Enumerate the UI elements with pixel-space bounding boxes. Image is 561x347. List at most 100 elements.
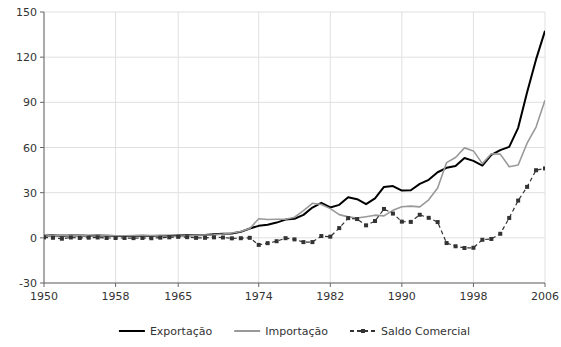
y-tick-label: 120 — [16, 51, 37, 64]
y-axis-line — [44, 12, 45, 283]
legend: Exportação Importação Saldo Comercial — [119, 325, 470, 338]
legend-swatch — [234, 330, 260, 332]
series-marker — [284, 236, 288, 240]
series-marker — [319, 234, 323, 238]
series-marker — [123, 236, 127, 240]
series-marker — [221, 235, 225, 239]
series-marker — [310, 240, 314, 244]
x-grid-line — [330, 12, 331, 283]
x-tick — [178, 283, 179, 287]
legend-label: Importação — [265, 325, 328, 338]
y-tick-label: 0 — [30, 232, 37, 245]
series-marker — [409, 220, 413, 224]
y-tick-label: 90 — [23, 96, 37, 109]
series-marker — [418, 213, 422, 217]
x-grid-line — [178, 12, 179, 283]
series-marker — [391, 212, 395, 216]
series-marker — [525, 185, 529, 189]
chart: -300306090120150195019581965197419821990… — [0, 0, 561, 347]
y-grid-line — [44, 147, 545, 148]
series-marker — [51, 236, 55, 240]
series-marker — [44, 235, 46, 239]
x-grid-line — [258, 12, 259, 283]
series-marker — [346, 216, 350, 220]
series-marker — [105, 236, 109, 240]
series-marker — [534, 168, 538, 172]
x-tick — [258, 283, 259, 287]
x-tick — [115, 283, 116, 287]
y-grid-line — [44, 57, 545, 58]
x-tick — [44, 283, 45, 287]
x-tick-label: 1950 — [30, 290, 58, 303]
series-marker — [275, 239, 279, 243]
series-marker — [382, 207, 386, 211]
series-marker — [293, 237, 297, 241]
x-tick-label: 2006 — [531, 290, 559, 303]
y-tick-label: -30 — [19, 277, 37, 290]
series-marker — [462, 246, 466, 250]
series-marker — [498, 232, 502, 236]
series-marker — [454, 244, 458, 248]
series-marker — [185, 235, 189, 239]
series-marker — [78, 236, 82, 240]
series-marker — [140, 236, 144, 240]
legend-swatch — [350, 330, 376, 332]
y-grid-line — [44, 12, 545, 13]
x-tick — [545, 283, 546, 287]
x-grid-line — [545, 12, 546, 283]
x-tick-label: 1990 — [388, 290, 416, 303]
series-marker — [176, 235, 180, 239]
series-marker — [212, 235, 216, 239]
y-tick — [40, 12, 44, 13]
series-marker — [328, 235, 332, 239]
x-tick-label: 1982 — [316, 290, 344, 303]
series-marker — [131, 236, 135, 240]
series-marker — [471, 246, 475, 250]
series-marker — [158, 236, 162, 240]
x-tick-label: 1958 — [102, 290, 130, 303]
legend-label: Exportação — [150, 325, 213, 338]
y-grid-line — [44, 192, 545, 193]
grid — [44, 12, 545, 283]
series-marker — [445, 241, 449, 245]
legend-label: Saldo Comercial — [381, 325, 470, 338]
series-marker — [60, 237, 64, 241]
series-marker — [203, 236, 207, 240]
series-marker — [266, 241, 270, 245]
series-marker — [355, 217, 359, 221]
y-tick — [40, 237, 44, 238]
x-tick — [330, 283, 331, 287]
x-tick-label: 1974 — [245, 290, 273, 303]
axes: -300306090120150195019581965197419821990… — [16, 6, 559, 303]
series-marker — [194, 236, 198, 240]
x-grid-line — [115, 12, 116, 283]
series-marker — [427, 216, 431, 220]
series-marker — [364, 223, 368, 227]
y-grid-line — [44, 102, 545, 103]
series-marker — [230, 236, 234, 240]
series-marker — [373, 219, 377, 223]
series-marker — [87, 236, 91, 240]
y-tick — [40, 57, 44, 58]
series-marker — [436, 220, 440, 224]
y-tick — [40, 147, 44, 148]
y-tick — [40, 102, 44, 103]
legend-swatch — [119, 330, 145, 332]
y-tick — [40, 283, 44, 284]
y-tick — [40, 192, 44, 193]
x-axis-line — [44, 283, 545, 284]
series-marker — [96, 235, 100, 239]
series-marker — [167, 235, 171, 239]
y-tick-label: 60 — [23, 142, 37, 155]
legend-item: Saldo Comercial — [350, 325, 470, 338]
series-marker — [400, 220, 404, 224]
series-marker — [480, 238, 484, 242]
series-marker — [69, 235, 73, 239]
y-grid-line — [44, 283, 545, 284]
series-marker — [239, 236, 243, 240]
plot-data — [44, 31, 545, 250]
legend-item: Importação — [234, 325, 328, 338]
series-marker — [516, 199, 520, 203]
x-grid-line — [44, 12, 45, 283]
series-marker — [114, 236, 118, 240]
